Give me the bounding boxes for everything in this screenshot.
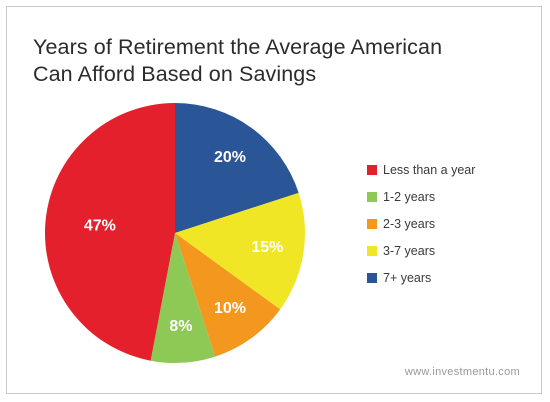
legend-label-3-7-years: 3-7 years <box>383 244 435 258</box>
pie-slices <box>44 103 306 364</box>
legend-label-1-2-years: 1-2 years <box>383 190 435 204</box>
legend-swatch-3-7-years <box>367 246 377 256</box>
chart-title: Years of Retirement the Average American… <box>33 34 442 88</box>
legend-swatch-2-3-years <box>367 219 377 229</box>
slice-label-3-7-years: 15% <box>251 239 283 256</box>
chart-title-line-1: Years of Retirement the Average American <box>33 35 443 59</box>
pie-slice-1-2-years <box>150 233 216 364</box>
pie-slice-2-3-years <box>175 233 281 357</box>
pie-slice-7-years <box>175 103 299 233</box>
pie-slice-labels: 20% 15% 10% 8% 47% <box>84 149 284 335</box>
legend-label-less-than-a-year: Less than a year <box>383 163 475 177</box>
slice-label-1-2-years: 8% <box>169 318 192 335</box>
slice-label-7-years: 20% <box>214 149 246 166</box>
legend-label-7-years: 7+ years <box>383 271 431 285</box>
legend-label-2-3-years: 2-3 years <box>383 217 435 231</box>
slice-label-less-than-a-year: 47% <box>84 217 116 234</box>
legend-swatch-less-than-a-year <box>367 165 377 175</box>
pie-slice-less-than-a-year <box>44 103 175 361</box>
legend-swatch-7-years <box>367 273 377 283</box>
legend-swatch-1-2-years <box>367 192 377 202</box>
pie-slice-3-7-years <box>175 192 306 310</box>
chart-legend: Less than a year 1-2 years 2-3 years 3-7 ye… <box>367 163 475 285</box>
watermark: www.investmentu.com <box>404 366 520 378</box>
slice-label-2-3-years: 10% <box>214 300 246 317</box>
chart-title-line-2: Can Afford Based on Savings <box>33 62 317 86</box>
